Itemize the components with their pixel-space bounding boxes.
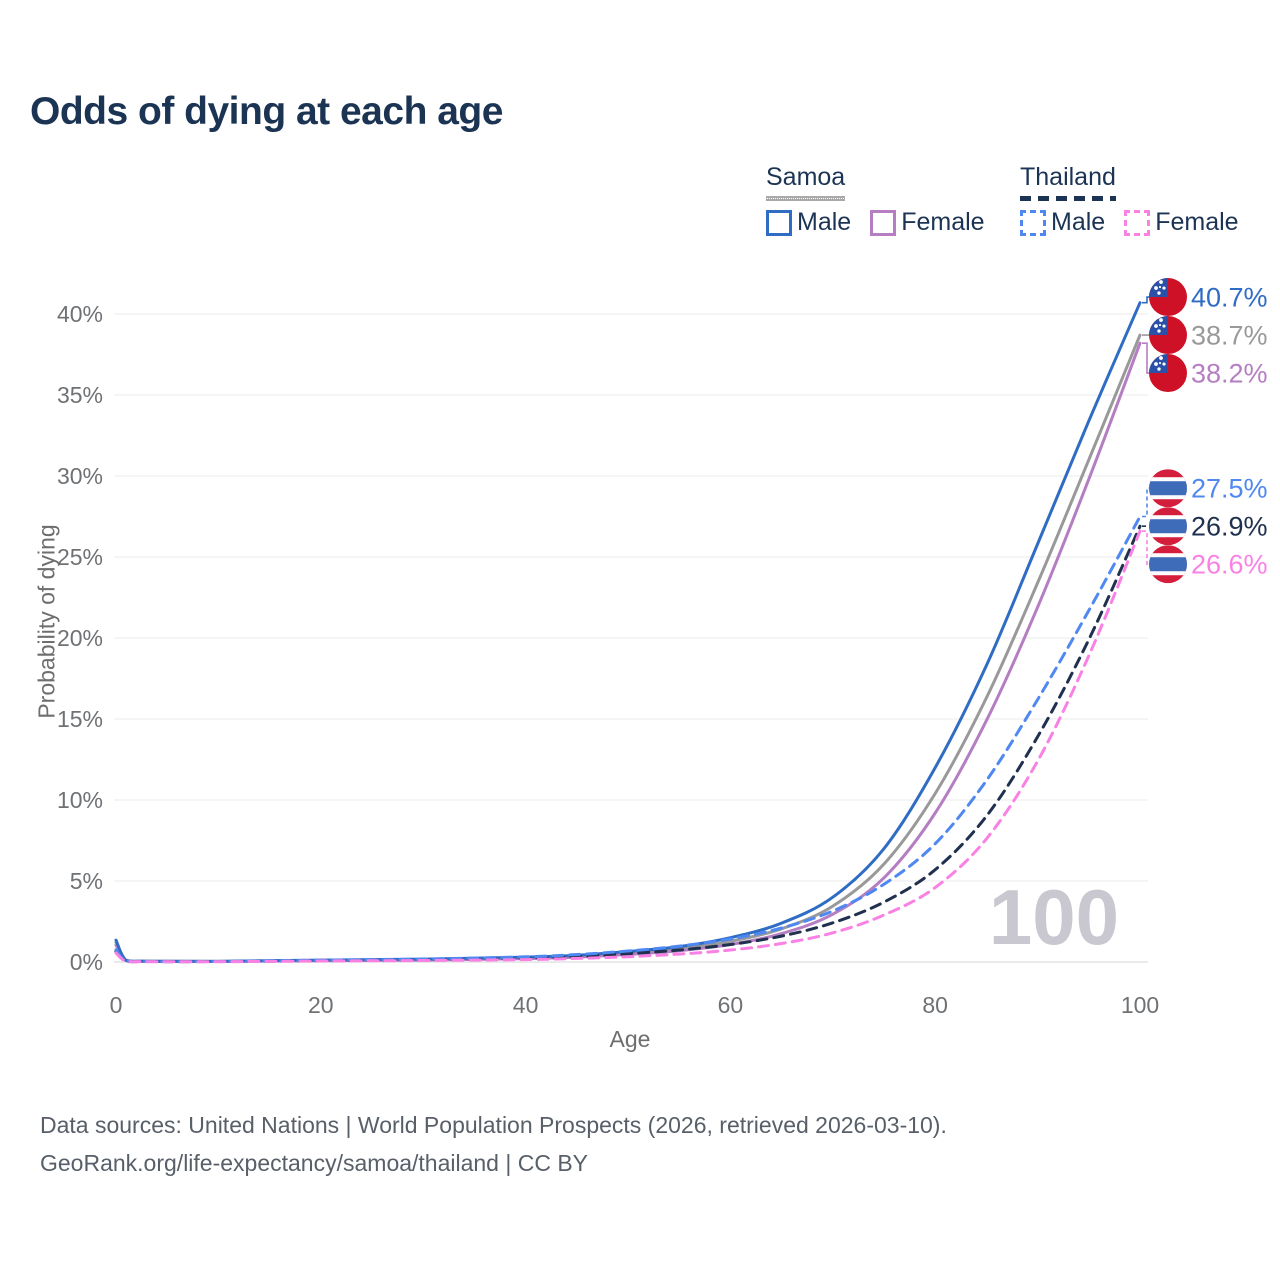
samoa-male-swatch xyxy=(766,209,792,236)
series-line-samoa-female xyxy=(114,341,1142,964)
legend-group-thailand-header: Thailand xyxy=(1020,163,1116,201)
legend-item-samoa-female[interactable]: Female xyxy=(870,208,985,237)
legend-item-samoa-male[interactable]: Male xyxy=(766,208,851,237)
legend-item-thailand-male[interactable]: Male xyxy=(1020,208,1105,237)
y-tick-label: 30% xyxy=(57,463,103,489)
y-tick-label: 0% xyxy=(70,949,103,975)
line-chart-canvas: 0% 5% 10% 15% 20% 25% 30% 35% 40% 0 20 40 60 80 100 100… xyxy=(57,278,1268,1018)
end-label-samoa-both: 38.7% xyxy=(1191,321,1268,351)
legend-group-thailand: Thailand Male Female xyxy=(1020,163,1239,237)
x-tick-label: 60 xyxy=(718,992,744,1018)
legend-item-thailand-female-label: Female xyxy=(1155,208,1239,236)
legend-item-samoa-female-label: Female xyxy=(901,208,985,236)
samoa-line-style-swatch xyxy=(766,196,846,201)
end-label-connector xyxy=(1142,487,1150,518)
legend-item-thailand-female[interactable]: Female xyxy=(1124,208,1239,237)
end-label-thailand-both: 26.9% xyxy=(1191,512,1268,542)
samoa-flag-icon xyxy=(1149,354,1187,393)
series-line-thailand-male xyxy=(114,515,1142,964)
legend-group-thailand-title: Thailand xyxy=(1020,163,1116,191)
samoa-female-swatch xyxy=(870,209,897,236)
y-tick-label: 35% xyxy=(57,382,103,408)
end-label-samoa-male: 40.7% xyxy=(1191,283,1268,313)
thailand-flag-icon xyxy=(1149,545,1187,584)
x-tick-label: 0 xyxy=(110,992,123,1018)
legend-group-samoa: Samoa Male Female xyxy=(766,163,985,237)
end-label-connector xyxy=(1142,296,1150,304)
page-title: Odds of dying at each age xyxy=(30,90,503,133)
y-axis-title: Probability of dying xyxy=(33,524,60,719)
end-label-connector xyxy=(1142,342,1150,374)
thailand-flag-icon xyxy=(1149,507,1187,546)
thailand-female-swatch xyxy=(1124,209,1151,236)
thailand-male-swatch xyxy=(1020,209,1046,236)
x-tick-label: 80 xyxy=(922,992,948,1018)
samoa-flag-icon xyxy=(1149,278,1187,317)
legend-group-samoa-title: Samoa xyxy=(766,163,846,191)
y-tick-label: 25% xyxy=(57,544,103,570)
legend-item-thailand-male-label: Male xyxy=(1051,208,1106,236)
end-label-thailand-male: 27.5% xyxy=(1191,474,1268,504)
y-tick-label: 15% xyxy=(57,706,103,732)
footer-data-sources: Data sources: United Nations | World Pop… xyxy=(40,1112,947,1138)
end-label-connector xyxy=(1142,530,1150,566)
series-line-thailand-both xyxy=(114,524,1142,964)
legend-group-samoa-header: Samoa xyxy=(766,163,846,201)
x-tick-label: 20 xyxy=(308,992,334,1018)
footer-attribution: GeoRank.org/life-expectancy/samoa/thaila… xyxy=(40,1150,589,1176)
y-tick-label: 20% xyxy=(57,625,103,651)
footer: Data sources: United Nations | World Pop… xyxy=(40,1106,947,1182)
end-label-thailand-female: 26.6% xyxy=(1191,550,1268,580)
end-label-samoa-female: 38.2% xyxy=(1191,359,1268,389)
x-tick-label: 100 xyxy=(1121,992,1159,1018)
thailand-flag-icon xyxy=(1149,469,1187,508)
series-line-thailand-female xyxy=(114,529,1142,964)
y-tick-label: 40% xyxy=(57,301,103,327)
legend-item-samoa-male-label: Male xyxy=(797,208,852,236)
samoa-flag-icon xyxy=(1149,316,1187,355)
thailand-line-style-swatch xyxy=(1020,196,1116,201)
x-tick-label: 40 xyxy=(513,992,539,1018)
series-line-samoa-both xyxy=(114,333,1142,963)
age-watermark: 100 xyxy=(989,873,1119,961)
y-tick-label: 10% xyxy=(57,787,103,813)
y-tick-label: 5% xyxy=(70,868,103,894)
x-axis-title: Age xyxy=(609,1026,651,1052)
series-line-samoa-male xyxy=(114,301,1142,963)
